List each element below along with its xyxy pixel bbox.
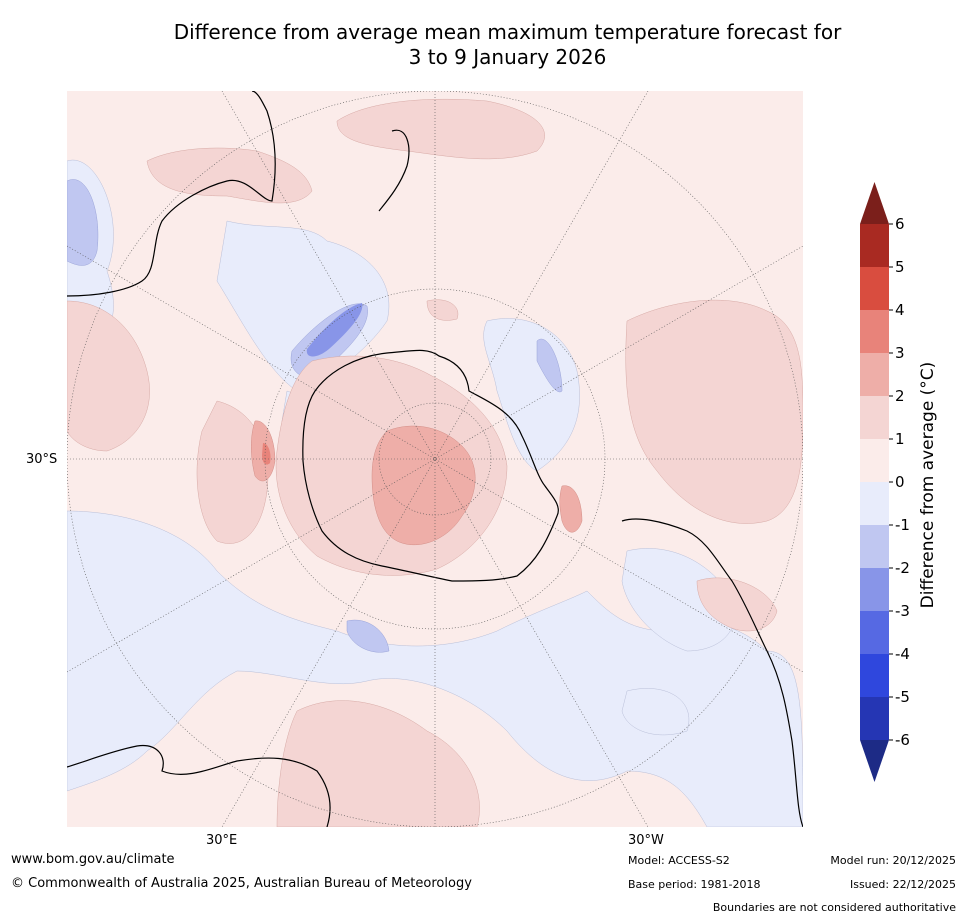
lon-label-30e: 30°E bbox=[206, 833, 238, 848]
colorbar-tick-label: -4 bbox=[895, 645, 910, 663]
colorbar-extend-max bbox=[860, 182, 889, 224]
colorbar-tick-label: 3 bbox=[895, 344, 905, 362]
colorbar-label: Difference from average (°C) bbox=[918, 361, 938, 609]
copyright: © Commonwealth of Australia 2025, Austra… bbox=[11, 876, 472, 891]
colorbar-segment bbox=[860, 267, 889, 310]
colorbar-segment bbox=[860, 310, 889, 353]
anomaly-minus-2-region bbox=[306, 303, 363, 357]
coastlines bbox=[67, 91, 803, 827]
lon-label-30w: 30°W bbox=[628, 833, 664, 848]
anomaly-negative-regions bbox=[67, 159, 803, 827]
base-period: Base period: 1981-2018 bbox=[628, 878, 761, 891]
anomaly-1-to-2-regions bbox=[67, 98, 803, 827]
colorbar-segment bbox=[860, 224, 889, 267]
colorbar-segment bbox=[860, 611, 889, 654]
map-title: Difference from average mean maximum tem… bbox=[60, 20, 955, 70]
colorbar-tick-label: 0 bbox=[895, 473, 905, 491]
colorbar-segment bbox=[860, 568, 889, 611]
model-run: Model run: 20/12/2025 bbox=[830, 854, 956, 867]
colorbar: 6 5 4 3 2 1 0 -1 -2 -3 -4 -5 -6 bbox=[860, 182, 910, 782]
issued-date: Issued: 22/12/2025 bbox=[849, 878, 956, 891]
colorbar-tick-label: -6 bbox=[895, 731, 910, 749]
colorbar-tick-label: -2 bbox=[895, 559, 910, 577]
colorbar-segment bbox=[860, 525, 889, 568]
model-name: Model: ACCESS-S2 bbox=[628, 854, 730, 867]
colorbar-segment bbox=[860, 482, 889, 525]
lat-label-30s: 30°S bbox=[26, 452, 58, 467]
map-canvas bbox=[67, 91, 803, 827]
colorbar-tick-label: 5 bbox=[895, 258, 905, 276]
anomaly-2-to-3-regions bbox=[251, 420, 583, 545]
disclaimer: Boundaries are not considered authoritat… bbox=[712, 901, 956, 914]
colorbar-tick-label: 6 bbox=[895, 215, 905, 233]
colorbar-tick-label: -5 bbox=[895, 688, 910, 706]
colorbar-tick-label: -3 bbox=[895, 602, 910, 620]
forecast-map bbox=[67, 91, 803, 827]
title-line-2: 3 to 9 January 2026 bbox=[408, 45, 607, 69]
colorbar-segment bbox=[860, 654, 889, 697]
title-line-1: Difference from average mean maximum tem… bbox=[173, 20, 842, 44]
colorbar-tick-label: 1 bbox=[895, 430, 905, 448]
colorbar-tick-label: -1 bbox=[895, 516, 910, 534]
website-link[interactable]: www.bom.gov.au/climate bbox=[11, 852, 175, 867]
colorbar-segment bbox=[860, 439, 889, 482]
colorbar-extend-min bbox=[860, 740, 889, 782]
colorbar-segment bbox=[860, 353, 889, 396]
colorbar-segment bbox=[860, 396, 889, 439]
colorbar-tick-label: 2 bbox=[895, 387, 905, 405]
graticule bbox=[67, 91, 803, 827]
colorbar-tick-label: 4 bbox=[895, 301, 905, 319]
colorbar-segment bbox=[860, 697, 889, 740]
